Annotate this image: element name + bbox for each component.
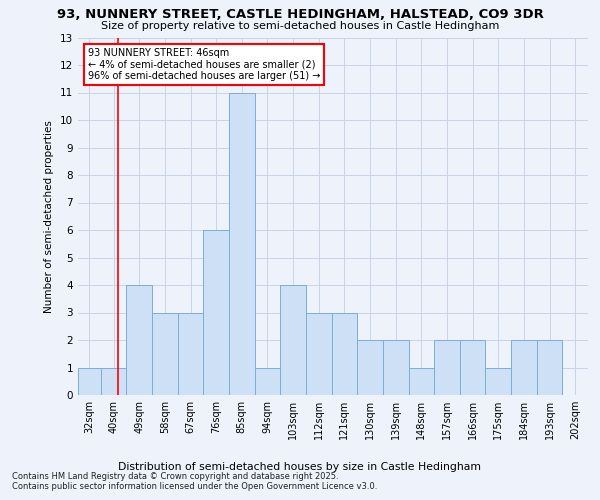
- Bar: [254, 368, 280, 395]
- Bar: [332, 312, 357, 395]
- Text: 93 NUNNERY STREET: 46sqm
← 4% of semi-detached houses are smaller (2)
96% of sem: 93 NUNNERY STREET: 46sqm ← 4% of semi-de…: [88, 48, 320, 82]
- Bar: [280, 285, 306, 395]
- Bar: [203, 230, 229, 395]
- Bar: [306, 312, 332, 395]
- Text: Distribution of semi-detached houses by size in Castle Hedingham: Distribution of semi-detached houses by …: [119, 462, 482, 472]
- Bar: [229, 92, 254, 395]
- Bar: [127, 285, 152, 395]
- Text: Size of property relative to semi-detached houses in Castle Hedingham: Size of property relative to semi-detach…: [101, 21, 499, 31]
- Bar: [178, 312, 203, 395]
- Bar: [357, 340, 383, 395]
- Bar: [409, 368, 434, 395]
- Bar: [152, 312, 178, 395]
- Y-axis label: Number of semi-detached properties: Number of semi-detached properties: [44, 120, 55, 312]
- Bar: [434, 340, 460, 395]
- Bar: [101, 368, 127, 395]
- Text: 93, NUNNERY STREET, CASTLE HEDINGHAM, HALSTEAD, CO9 3DR: 93, NUNNERY STREET, CASTLE HEDINGHAM, HA…: [56, 8, 544, 20]
- Bar: [511, 340, 537, 395]
- Bar: [78, 368, 101, 395]
- Bar: [485, 368, 511, 395]
- Text: Contains public sector information licensed under the Open Government Licence v3: Contains public sector information licen…: [12, 482, 377, 491]
- Bar: [460, 340, 485, 395]
- Bar: [537, 340, 562, 395]
- Text: Contains HM Land Registry data © Crown copyright and database right 2025.: Contains HM Land Registry data © Crown c…: [12, 472, 338, 481]
- Bar: [383, 340, 409, 395]
